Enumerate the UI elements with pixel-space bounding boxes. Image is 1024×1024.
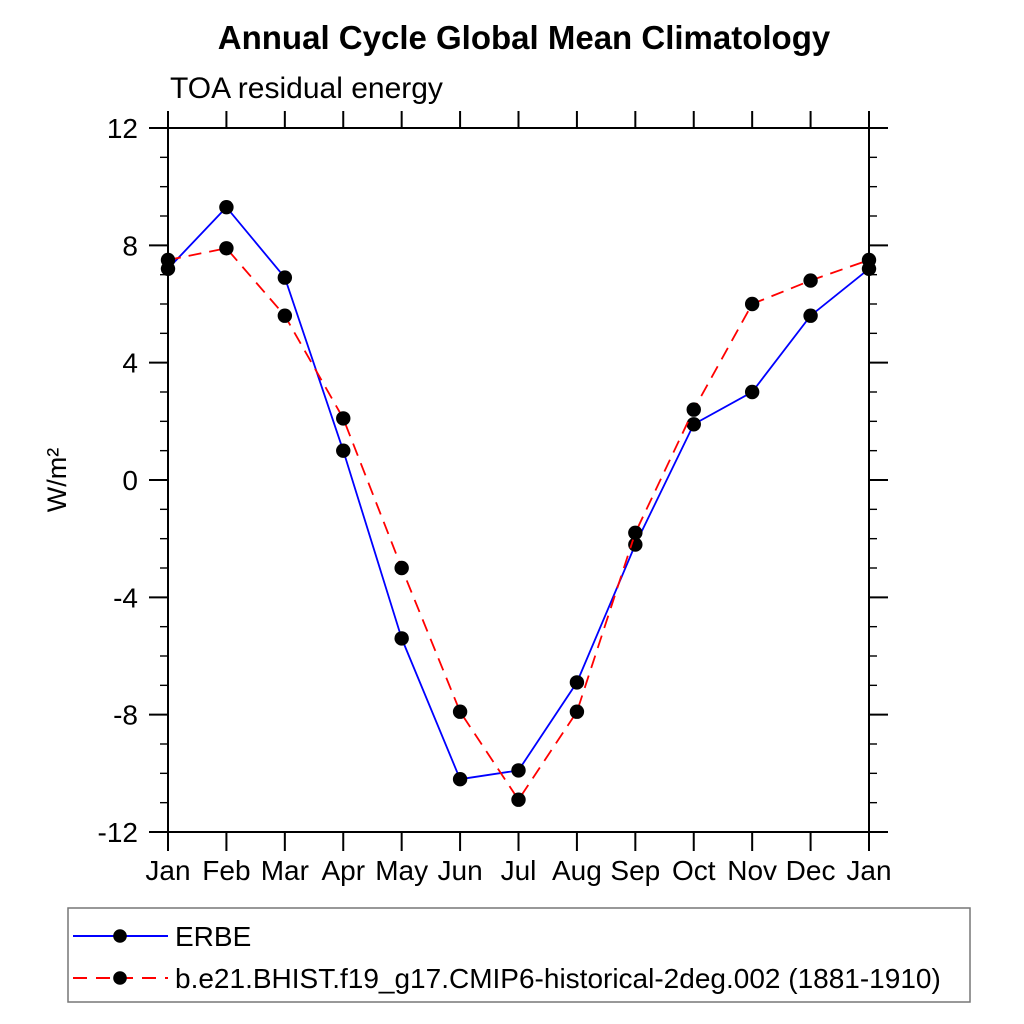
data-point-erbe (511, 763, 526, 778)
data-point-model (686, 402, 701, 417)
data-point-model (511, 792, 526, 807)
data-point-erbe (336, 443, 351, 458)
data-point-erbe (686, 417, 701, 432)
y-tick-label: -12 (98, 817, 138, 848)
data-point-erbe (452, 772, 468, 787)
y-tick-label: 4 (122, 348, 138, 379)
data-point-model (861, 252, 877, 268)
legend: ERBE b.e21.BHIST.f19_g17.CMIP6-historica… (67, 907, 971, 1003)
data-point-model (277, 308, 293, 323)
x-tick-label: Jun (438, 855, 483, 886)
x-tick-label: Jan (145, 855, 190, 886)
y-tick-label: -8 (113, 700, 138, 731)
y-tick-label: 8 (122, 230, 138, 261)
data-point-erbe (394, 631, 409, 646)
legend-marker-model (113, 971, 127, 985)
x-tick-label: Aug (552, 855, 602, 886)
y-tick-label: -4 (113, 582, 138, 613)
data-point-model (452, 704, 468, 719)
plot-border (167, 127, 870, 833)
data-point-model (628, 525, 643, 540)
chart-subtitle: TOA residual energy (170, 72, 443, 105)
data-point-model (219, 241, 234, 256)
data-point-erbe (277, 270, 293, 285)
x-tick-label: Apr (321, 855, 365, 886)
legend-label-erbe: ERBE (175, 921, 251, 952)
legend-label-model: b.e21.BHIST.f19_g17.CMIP6-historical-2de… (175, 963, 941, 994)
data-point-model (744, 296, 760, 312)
data-point-model (394, 560, 409, 576)
x-tick-label: Nov (727, 855, 777, 886)
x-tick-label: Jul (501, 855, 537, 886)
axes: Jan Feb Mar Apr May Jun Jul Aug Sep Oct Nov Dec Jan 1… (98, 111, 892, 886)
data-point-erbe (569, 675, 585, 690)
data-point-erbe (803, 308, 818, 323)
y-tick-label: 0 (122, 465, 138, 496)
data-point-model (336, 411, 351, 426)
legend-marker-erbe (113, 929, 127, 943)
x-tick-label: Mar (261, 855, 309, 886)
y-axis-title: W/m² (42, 448, 72, 512)
data-point-model (160, 252, 176, 268)
data-point-erbe (219, 200, 234, 215)
x-tick-label: May (375, 855, 428, 886)
data-point-erbe (744, 384, 760, 400)
chart-title: Annual Cycle Global Mean Climatology (218, 19, 831, 56)
data-point-model (569, 704, 585, 719)
legend-box (67, 907, 971, 1003)
y-tick-label: 12 (107, 113, 138, 144)
series-line-erbe (167, 205, 870, 781)
x-tick-label: Jan (846, 855, 891, 886)
x-tick-label: Sep (610, 855, 660, 886)
data-point-model (803, 273, 818, 288)
series-group (160, 200, 877, 807)
x-tick-label: Oct (672, 855, 716, 886)
series-line-model (167, 247, 870, 802)
x-tick-label: Dec (786, 855, 836, 886)
x-tick-label: Feb (202, 855, 250, 886)
